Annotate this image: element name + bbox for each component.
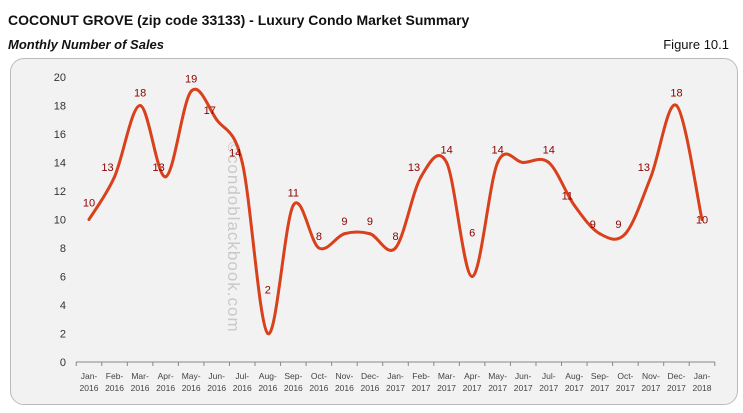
x-tick-label: May-2017 (488, 371, 507, 393)
data-point (496, 161, 500, 164)
data-point (700, 218, 704, 221)
data-label: 14 (229, 148, 241, 160)
x-tick-label: Aug-2016 (258, 371, 277, 393)
data-point (240, 161, 244, 164)
y-tick-label: 8 (60, 243, 66, 255)
data-point (419, 175, 423, 179)
data-point (674, 104, 678, 107)
data-point (164, 175, 168, 179)
data-label: 14 (543, 145, 555, 157)
figure-number: Figure 10.1 (663, 37, 729, 52)
chart-title: COCONUT GROVE (zip code 33133) - Luxury … (8, 12, 470, 28)
y-tick-label: 6 (60, 272, 66, 284)
x-tick-label: Jul-2017 (539, 371, 558, 393)
x-tick-label: Nov-2017 (641, 371, 660, 393)
data-label: 8 (316, 231, 322, 243)
y-tick-label: 20 (54, 72, 66, 84)
data-point (572, 203, 576, 207)
x-tick-label: Sep-2017 (590, 371, 609, 393)
x-tick-label: Sep-2016 (284, 371, 303, 393)
data-label: 13 (153, 162, 165, 174)
data-label: 9 (341, 216, 347, 228)
data-point (547, 161, 551, 164)
data-label: 17 (204, 105, 216, 117)
data-label: 10 (696, 215, 708, 227)
y-tick-label: 12 (54, 186, 66, 198)
data-label: 6 (469, 228, 475, 240)
data-point (470, 275, 474, 278)
y-tick-label: 2 (60, 329, 66, 341)
data-point (521, 161, 525, 164)
y-tick-label: 16 (54, 129, 66, 141)
x-tick-label: Dec-2017 (667, 371, 686, 393)
data-point (113, 175, 117, 179)
x-tick-label: Apr-2017 (463, 371, 482, 393)
data-label: 18 (670, 88, 682, 100)
data-point (317, 246, 321, 250)
data-point (598, 232, 602, 236)
x-tick-label: Feb-2016 (105, 371, 124, 393)
data-label: 8 (392, 231, 398, 243)
data-point (266, 332, 270, 335)
x-tick-label: Jun-2016 (207, 371, 226, 393)
y-tick-label: 18 (54, 101, 66, 113)
data-label: 11 (288, 187, 299, 199)
data-label: 13 (638, 162, 650, 174)
data-label: 2 (265, 285, 271, 297)
x-tick-label: Oct-2017 (616, 371, 635, 393)
data-point (138, 104, 142, 107)
x-tick-label: Nov-2016 (335, 371, 354, 393)
y-tick-label: 0 (60, 357, 66, 369)
x-tick-label: May-2016 (182, 371, 201, 393)
data-label: 10 (83, 198, 95, 210)
data-point (445, 161, 449, 164)
x-tick-label: Apr-2016 (156, 371, 175, 393)
y-tick-label: 4 (60, 300, 66, 312)
data-point (291, 203, 295, 207)
data-label: 13 (101, 162, 113, 174)
data-point (368, 232, 372, 236)
data-label: 19 (185, 73, 197, 85)
x-tick-label: Aug-2017 (565, 371, 584, 393)
data-point (215, 118, 219, 122)
x-tick-label: Feb-2017 (412, 371, 431, 393)
data-label: 18 (134, 88, 146, 100)
x-tick-label: Oct-2016 (309, 371, 328, 393)
x-tick-label: Jul-2016 (233, 371, 252, 393)
data-point (394, 246, 397, 250)
data-point (342, 232, 346, 236)
x-tick-label: Jun-2017 (514, 371, 533, 393)
series-line (87, 87, 704, 336)
x-tick-label: Mar-2017 (437, 371, 456, 393)
chart-subtitle: Monthly Number of Sales (8, 37, 165, 52)
chart-panel (10, 58, 738, 405)
data-label: 9 (367, 216, 373, 228)
x-tick-label: Jan-2018 (693, 371, 712, 393)
x-tick-label: Mar-2016 (131, 371, 150, 393)
data-label: 14 (440, 145, 452, 157)
data-point (649, 175, 653, 179)
data-label: 13 (408, 162, 420, 174)
data-label: 9 (590, 219, 596, 231)
x-tick-label: Jan-2016 (80, 371, 99, 393)
x-tick-label: Dec-2016 (360, 371, 379, 393)
data-label: 14 (492, 145, 504, 157)
data-label: 9 (615, 219, 621, 231)
data-point (189, 89, 193, 93)
data-point (87, 218, 91, 221)
y-tick-label: 14 (54, 158, 66, 170)
data-point (623, 232, 627, 236)
data-label: 11 (562, 190, 573, 202)
y-tick-label: 10 (54, 215, 66, 227)
x-tick-label: Jan-2017 (386, 371, 405, 393)
